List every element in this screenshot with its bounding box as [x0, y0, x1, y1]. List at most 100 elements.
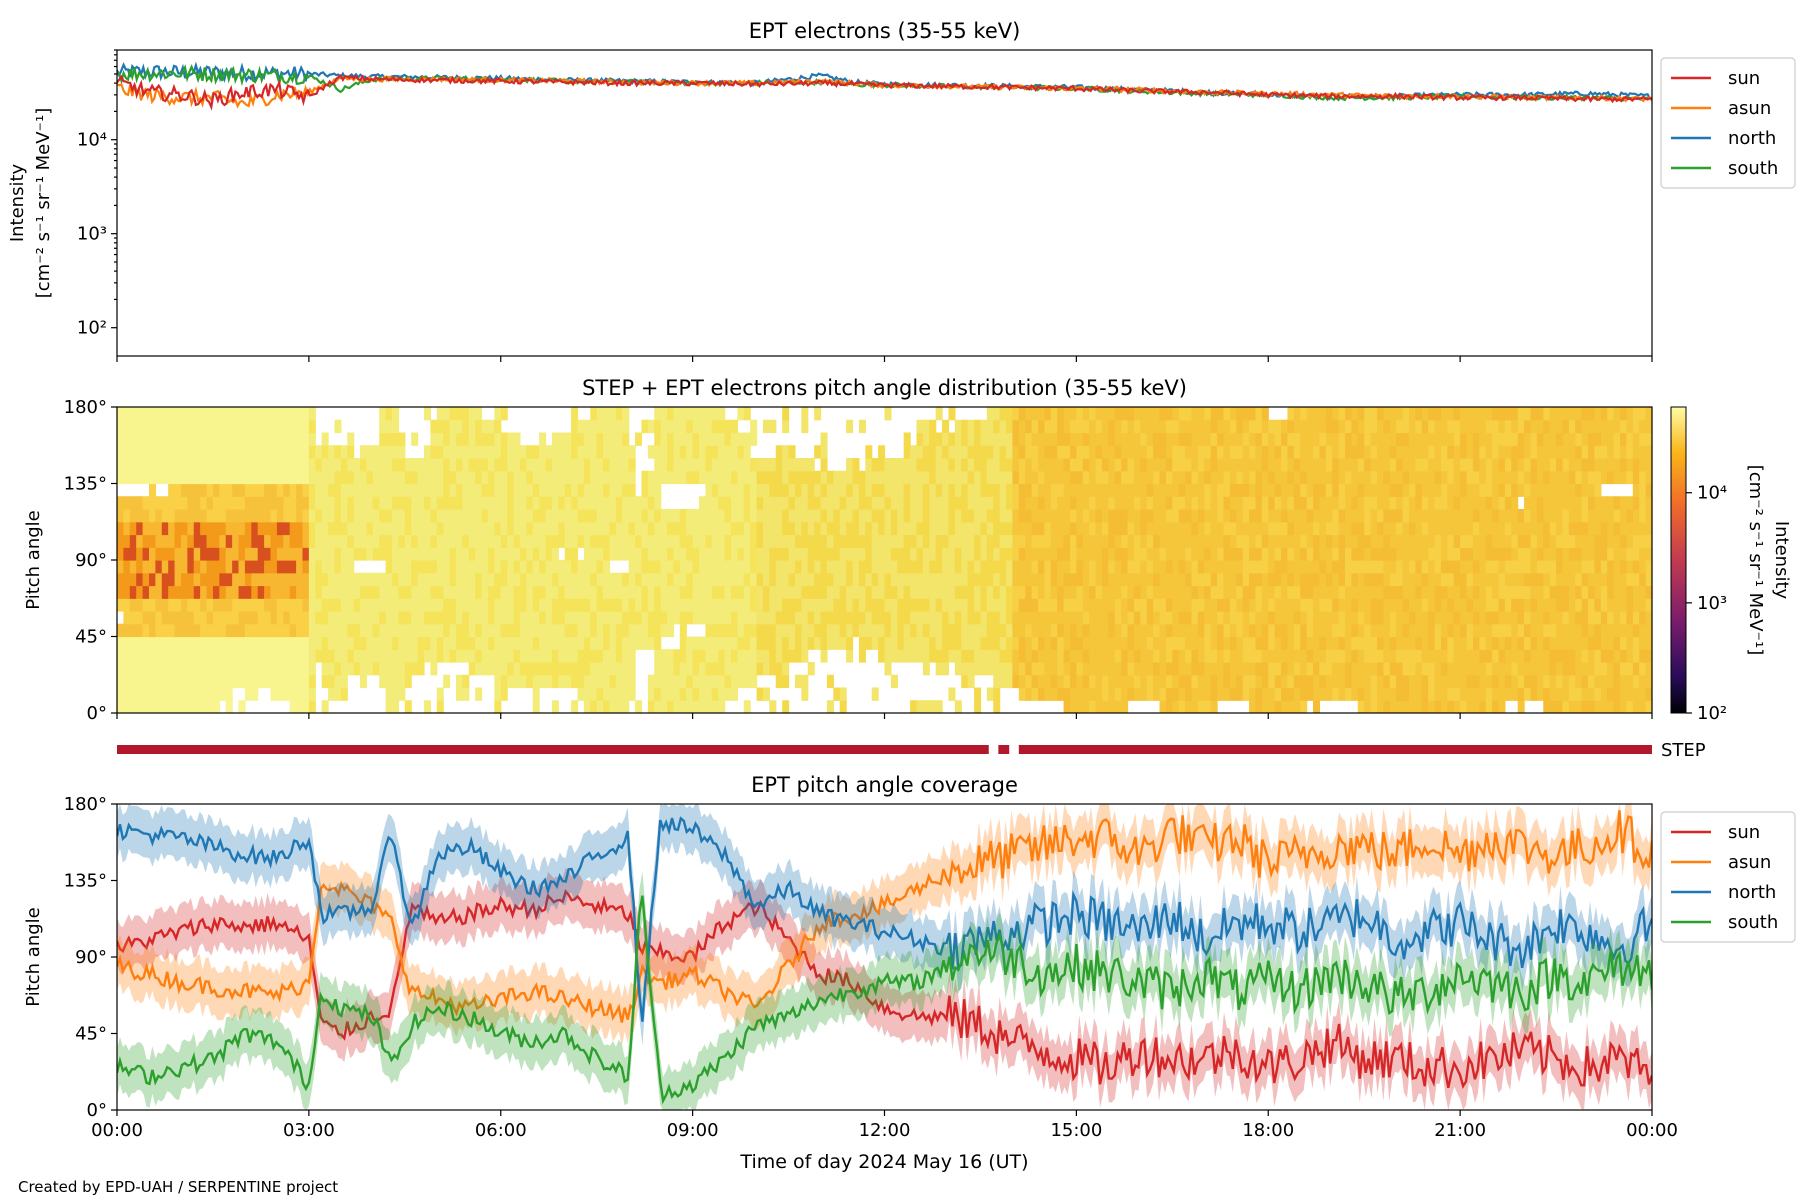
heatmap-cell	[571, 509, 579, 523]
heatmap-cell	[385, 560, 393, 574]
heatmap-cell	[686, 636, 694, 650]
heatmap-cell	[635, 547, 643, 561]
heatmap-cell	[935, 572, 943, 587]
heatmap-cell	[884, 662, 892, 676]
heatmap-cell	[609, 509, 617, 523]
heatmap-cell	[424, 509, 431, 523]
heatmap-cell	[1313, 445, 1321, 459]
heatmap-cell	[1165, 509, 1173, 523]
heatmap-cell	[673, 572, 681, 587]
heatmap-cell	[1210, 496, 1218, 510]
heatmap-cell	[1082, 419, 1090, 434]
heatmap-cell	[948, 470, 956, 485]
heatmap-cell	[711, 572, 719, 587]
heatmap-cell	[871, 458, 879, 472]
heatmap-cell	[436, 687, 444, 701]
heatmap-cell	[699, 407, 707, 421]
heatmap-cell	[289, 419, 297, 434]
heatmap-cell	[481, 547, 489, 561]
heatmap-cell	[1345, 509, 1352, 523]
heatmap-cell	[679, 623, 687, 638]
heatmap-cell	[1031, 674, 1039, 689]
heatmap-cell	[571, 496, 579, 510]
heatmap-cell	[1402, 470, 1410, 485]
heatmap-cell	[603, 496, 611, 510]
heatmap-cell	[200, 496, 208, 510]
heatmap-cell	[724, 611, 732, 625]
heatmap-cell	[372, 636, 380, 650]
heatmap-cell	[1121, 572, 1129, 587]
heatmap-cell	[897, 623, 905, 638]
heatmap-cell	[302, 572, 310, 587]
heatmap-cell	[487, 560, 495, 574]
heatmap-cell	[673, 611, 681, 625]
heatmap-cell	[603, 534, 611, 548]
heatmap-cell	[200, 470, 208, 485]
heatmap-cell	[974, 458, 982, 472]
heatmap-cell	[961, 445, 969, 459]
heatmap-cell	[129, 496, 137, 510]
heatmap-cell	[238, 700, 246, 713]
heatmap-cell	[1223, 674, 1231, 689]
heatmap-cell	[430, 419, 438, 434]
heatmap-cell	[1089, 432, 1097, 446]
heatmap-cell	[1006, 636, 1014, 650]
heatmap-cell	[1453, 662, 1461, 676]
heatmap-cell	[942, 496, 950, 510]
heatmap-cell	[500, 509, 508, 523]
heatmap-cell	[136, 534, 144, 548]
heatmap-cell	[251, 521, 259, 536]
heatmap-cell	[884, 458, 892, 472]
heatmap-cell	[187, 636, 195, 650]
heatmap-cell	[1101, 483, 1109, 497]
heatmap-cell	[993, 611, 1001, 625]
heatmap-cell	[1325, 521, 1333, 536]
heatmap-cell	[551, 521, 559, 536]
heatmap-cell	[1345, 432, 1352, 446]
heatmap-cell	[1428, 419, 1436, 434]
heatmap-cell	[692, 521, 700, 536]
heatmap-cell	[1274, 509, 1282, 523]
heatmap-cell	[596, 598, 604, 612]
heatmap-cell	[1185, 649, 1193, 663]
heatmap-cell	[724, 432, 732, 446]
heatmap-cell	[1498, 432, 1506, 446]
heatmap-cell	[1376, 687, 1384, 701]
heatmap-cell	[1504, 598, 1512, 612]
heatmap-cell	[1415, 458, 1423, 472]
heatmap-cell	[929, 649, 937, 663]
heatmap-cell	[769, 521, 777, 536]
heatmap-cell	[1185, 700, 1193, 713]
heatmap-cell	[385, 458, 393, 472]
heatmap-cell	[686, 662, 694, 676]
heatmap-cell	[1421, 445, 1429, 459]
heatmap-cell	[769, 509, 777, 523]
heatmap-cell	[1293, 445, 1301, 459]
heatmap-cell	[884, 496, 892, 510]
heatmap-cell	[974, 483, 982, 497]
heatmap-cell	[794, 585, 802, 599]
heatmap-cell	[718, 407, 726, 421]
heatmap-cell	[1229, 623, 1237, 638]
heatmap-cell	[571, 483, 579, 497]
heatmap-cell	[1402, 547, 1410, 561]
heatmap-cell	[1402, 687, 1410, 701]
heatmap-cell	[750, 674, 758, 689]
heatmap-cell	[1236, 674, 1244, 689]
heatmap-cell	[475, 649, 483, 663]
heatmap-cell	[1025, 560, 1033, 574]
heatmap-cell	[1504, 419, 1512, 434]
heatmap-cell	[1089, 496, 1097, 510]
heatmap-cell	[1217, 407, 1225, 421]
heatmap-cell	[1082, 585, 1090, 599]
heatmap-cell	[1172, 496, 1180, 510]
heatmap-cell	[1261, 407, 1269, 421]
heatmap-cell	[878, 585, 886, 599]
heatmap-cell	[948, 547, 956, 561]
heatmap-cell	[1082, 662, 1090, 676]
heatmap-cell	[743, 662, 751, 676]
heatmap-cell	[890, 598, 898, 612]
heatmap-cell	[1127, 458, 1135, 472]
heatmap-cell	[276, 407, 284, 421]
heatmap-cell	[455, 674, 463, 689]
